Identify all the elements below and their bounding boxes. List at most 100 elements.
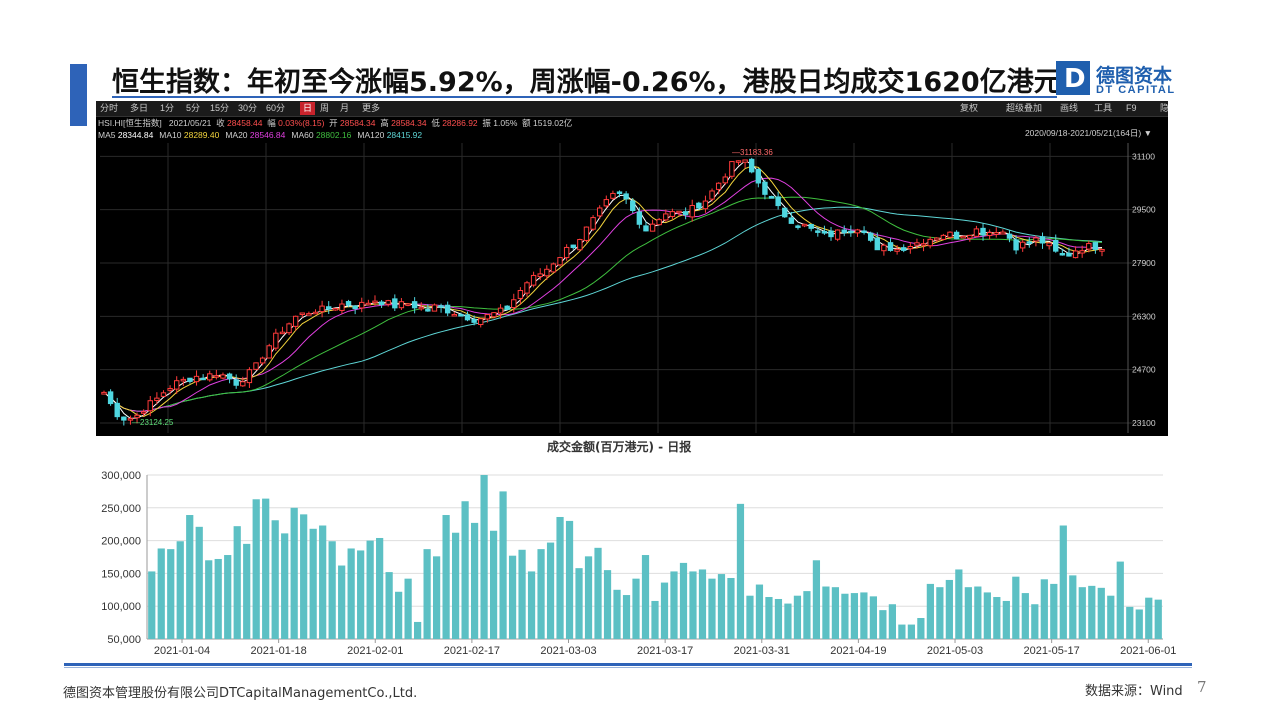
period-tab-2[interactable]: 1分 bbox=[160, 103, 175, 113]
period-tab-4[interactable]: 15分 bbox=[210, 103, 230, 113]
period-tab-7[interactable]: 日 bbox=[300, 102, 316, 115]
vol-bar bbox=[917, 618, 925, 639]
page-number: 7 bbox=[1197, 678, 1207, 696]
vol-bar bbox=[385, 572, 393, 639]
candle-body bbox=[471, 318, 477, 323]
vol-bar bbox=[309, 528, 317, 639]
vol-bar bbox=[793, 595, 802, 639]
tool-button-3[interactable]: 工具 bbox=[1094, 103, 1113, 113]
candle-body bbox=[749, 158, 755, 173]
candle-body bbox=[444, 304, 451, 314]
vol-bar bbox=[907, 624, 915, 639]
candle-body bbox=[484, 314, 491, 320]
candle-body bbox=[392, 298, 398, 309]
candle-body bbox=[1046, 242, 1052, 247]
period-tab-3[interactable]: 5分 bbox=[186, 103, 201, 113]
candle-body bbox=[425, 309, 431, 312]
dropdown-triangle-icon[interactable]: ▼ bbox=[1143, 128, 1152, 138]
candle-body bbox=[1033, 237, 1039, 242]
vol-bar bbox=[461, 501, 469, 639]
ma-legend-ma10: MA10 28289.40 bbox=[159, 130, 220, 140]
candle-body bbox=[874, 237, 880, 251]
candle-body bbox=[319, 305, 325, 313]
vol-x-tick: 2021-06-01 bbox=[1120, 645, 1176, 657]
vol-x-tick: 2021-02-17 bbox=[444, 645, 500, 657]
tool-button-4[interactable]: F9 bbox=[1126, 103, 1137, 113]
candle-body bbox=[491, 312, 497, 318]
quote-info-line: HSI.HI[恒生指数] 2021/05/21 收 28458.44 幅 0.0… bbox=[98, 118, 573, 128]
period-tab-9[interactable]: 月 bbox=[340, 103, 350, 113]
period-tab-8[interactable]: 周 bbox=[320, 103, 330, 113]
period-tab-10[interactable]: 更多 bbox=[362, 103, 381, 113]
candle-body bbox=[365, 302, 372, 306]
vol-bar bbox=[993, 597, 1001, 639]
period-tab-1[interactable]: 多日 bbox=[130, 103, 149, 113]
candle-body bbox=[1026, 241, 1032, 244]
vol-bar bbox=[1078, 587, 1086, 639]
candle-body bbox=[881, 244, 887, 252]
candle-body bbox=[914, 242, 920, 246]
amount-value: 1519.02亿 bbox=[533, 118, 573, 128]
tool-button-5[interactable]: 隐藏 bbox=[1160, 103, 1168, 113]
y-tick-label: 31100 bbox=[1132, 151, 1155, 161]
logo-mark-icon: D bbox=[1056, 61, 1090, 95]
period-tab-6[interactable]: 60分 bbox=[266, 103, 286, 113]
vol-y-tick: 250,000 bbox=[101, 503, 141, 515]
tool-button-1[interactable]: 超级叠加 bbox=[1006, 103, 1043, 113]
candle-body bbox=[220, 374, 226, 379]
vol-bar bbox=[148, 571, 156, 639]
vol-bar bbox=[338, 565, 346, 639]
candle-body bbox=[1006, 233, 1013, 239]
vol-bar bbox=[167, 549, 175, 639]
candle-body bbox=[180, 378, 187, 382]
candle-body bbox=[848, 230, 854, 234]
tool-button-2[interactable]: 画线 bbox=[1060, 103, 1079, 113]
period-tab-0[interactable]: 分时 bbox=[100, 103, 119, 113]
vol-bar bbox=[499, 491, 507, 639]
period-tab-5[interactable]: 30分 bbox=[238, 103, 258, 113]
candle-body bbox=[762, 181, 768, 195]
candle-body bbox=[1013, 239, 1019, 251]
y-tick-label: 24700 bbox=[1132, 365, 1156, 375]
candle-body bbox=[577, 239, 583, 251]
candle-body bbox=[431, 304, 438, 312]
candle-body bbox=[590, 217, 596, 230]
vol-bar bbox=[565, 520, 574, 639]
y-tick-label: 26300 bbox=[1132, 311, 1156, 321]
candle-body bbox=[233, 379, 239, 386]
vol-y-tick: 150,000 bbox=[101, 568, 141, 580]
candle-body bbox=[940, 234, 947, 240]
vol-bar bbox=[451, 532, 460, 639]
candle-body bbox=[782, 207, 788, 218]
vol-bar bbox=[404, 578, 412, 639]
vol-bar bbox=[205, 560, 213, 639]
candle-body bbox=[101, 391, 107, 395]
candle-body bbox=[828, 230, 834, 238]
candle-body bbox=[735, 160, 742, 163]
vol-bar bbox=[936, 587, 944, 639]
candle-body bbox=[815, 230, 821, 233]
vol-bar bbox=[224, 555, 232, 639]
vol-bar bbox=[603, 570, 612, 639]
candle-body bbox=[517, 290, 524, 299]
candle-body bbox=[755, 168, 762, 184]
vol-bar bbox=[271, 520, 279, 639]
candle-body bbox=[451, 313, 457, 317]
candle-body bbox=[511, 299, 517, 309]
y-tick-label: 29500 bbox=[1132, 205, 1156, 215]
vol-bar bbox=[376, 537, 384, 639]
vol-x-tick: 2021-03-17 bbox=[637, 645, 693, 657]
candle-body bbox=[286, 323, 292, 334]
candle-body bbox=[834, 229, 841, 240]
candle-body bbox=[894, 248, 900, 252]
vol-x-tick: 2021-05-17 bbox=[1024, 645, 1080, 657]
ma-legend-ma60: MA60 28802.16 bbox=[291, 130, 352, 140]
vol-bar bbox=[1059, 525, 1067, 639]
candle-body bbox=[140, 411, 147, 414]
vol-bar bbox=[366, 540, 374, 639]
candle-body bbox=[1059, 253, 1066, 256]
candle-body bbox=[715, 182, 722, 190]
vol-bar bbox=[575, 568, 583, 639]
tool-button-0[interactable]: 复权 bbox=[960, 103, 979, 113]
candle-body bbox=[920, 243, 927, 246]
